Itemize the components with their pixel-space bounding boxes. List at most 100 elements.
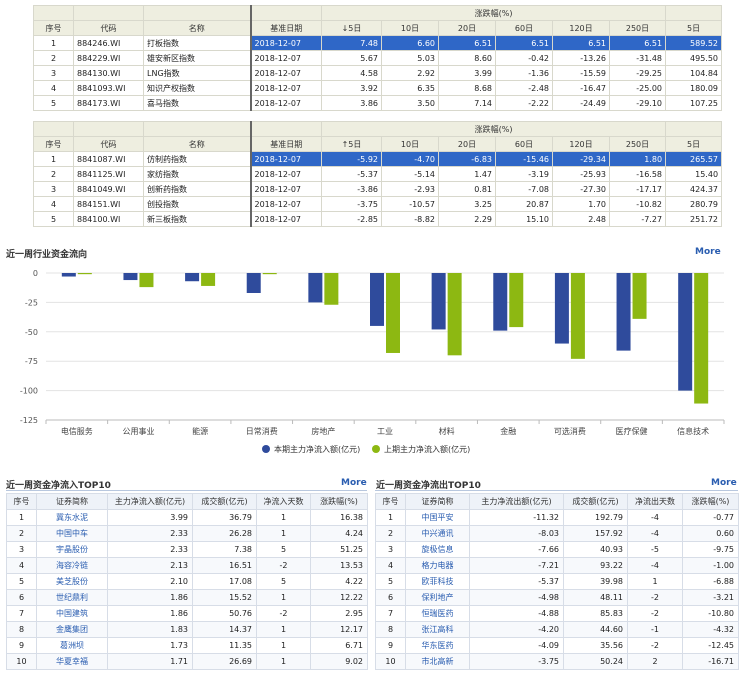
stock-name-link[interactable]: 葛洲坝: [36, 637, 108, 654]
col-10d[interactable]: 10日: [381, 20, 439, 36]
index-row[interactable]: 5 884100.WI 新三板指数 2018-12-07 -2.85 -8.82 2.29 1…: [33, 211, 723, 227]
industry-flow-chart: 0 -25 -50 -75 -100 -125 电信服务 公用事业 能源 日常消费 房地产 工业 材料 金…: [20, 269, 725, 454]
inflow-more-link[interactable]: More: [341, 478, 367, 488]
table-cell: 1: [256, 589, 311, 606]
stock-name-link[interactable]: 中国中车: [36, 525, 108, 542]
cell-rank: 3: [33, 65, 74, 81]
table-cell: 6: [375, 589, 406, 606]
table-cell: -3.75: [469, 653, 564, 670]
outflow-col-header: 净流出天数: [627, 493, 683, 510]
index-row[interactable]: 4 8841093.WI 知识产权指数 2018-12-07 3.92 6.35 8.68-…: [33, 80, 723, 96]
industry-flow-title: 近一周行业资金流向: [6, 250, 88, 260]
table-cell: -4.09: [469, 637, 564, 654]
bar-current: [493, 273, 508, 331]
stock-name-link[interactable]: 旋极信息: [405, 541, 470, 558]
stock-name-link[interactable]: 中兴通讯: [405, 525, 470, 542]
cell-d5b: 107.25: [665, 95, 723, 111]
x-tick-label: 公用事业: [122, 426, 154, 436]
table-row: 2 中兴通讯 -8.03 157.92 -4 0.60: [375, 525, 739, 542]
stock-name-link[interactable]: 格力电器: [405, 557, 470, 574]
stock-name-link[interactable]: 金鹰集团: [36, 621, 108, 638]
stock-name-link[interactable]: 华东医药: [405, 637, 470, 654]
cell-code: 884151.WI: [73, 196, 144, 212]
col-code: 代码: [73, 20, 144, 36]
col-10d[interactable]: 10日: [381, 136, 439, 152]
outflow-more-link[interactable]: More: [711, 478, 737, 488]
cell-name: 知识产权指数: [143, 80, 251, 96]
stock-name-link[interactable]: 海容冷链: [36, 557, 108, 574]
index-row[interactable]: 5 884173.WI 喜马指数 2018-12-07 3.86 3.50 7.14 -2.2…: [33, 95, 723, 111]
stock-name-link[interactable]: 恒瑞医药: [405, 605, 470, 622]
outflow-col-header: 主力净流出额(亿元): [469, 493, 564, 510]
table-row: 7 中国建筑 1.86 50.76 -2 2.95: [6, 605, 368, 622]
table-cell: 17.08: [192, 573, 257, 590]
table-cell: -9.75: [682, 541, 739, 558]
cell-d20: 7.14: [438, 95, 496, 111]
table-cell: 3.99: [107, 509, 193, 526]
cell-name: 仿制药指数: [143, 151, 251, 167]
table-cell: 16.51: [192, 557, 257, 574]
table-cell: 16.38: [310, 509, 368, 526]
col-code: 代码: [73, 136, 144, 152]
cell-d5: 7.48: [321, 35, 382, 51]
index-row[interactable]: 1 8841087.WI 仿制药指数 2018-12-07 -5.92 -4.70 -6.8…: [33, 151, 723, 167]
table-cell: 15.52: [192, 589, 257, 606]
table-cell: 2: [375, 525, 406, 542]
col-20d[interactable]: 20日: [438, 20, 496, 36]
col-5d-b[interactable]: 5日: [665, 20, 723, 36]
inflow-col-header: 净流入天数: [256, 493, 311, 510]
col-5d-sort[interactable]: ↓5日: [321, 20, 382, 36]
stock-name-link[interactable]: 宇晶股份: [36, 541, 108, 558]
table-cell: 26.28: [192, 525, 257, 542]
stock-name-link[interactable]: 欧菲科技: [405, 573, 470, 590]
cell-d250: -29.25: [608, 65, 667, 81]
table-cell: -7.66: [469, 541, 564, 558]
bar-current: [431, 273, 446, 330]
stock-name-link[interactable]: 华夏幸福: [36, 653, 108, 670]
col-20d[interactable]: 20日: [438, 136, 496, 152]
table-cell: -2: [627, 637, 683, 654]
table-cell: 1.71: [107, 653, 193, 670]
table-cell: 7.38: [192, 541, 257, 558]
col-250d[interactable]: 250日: [608, 136, 667, 152]
index-row[interactable]: 3 8841049.WI 创新药指数 2018-12-07 -3.86 -2.93 0.81…: [33, 181, 723, 197]
col-250d[interactable]: 250日: [608, 20, 667, 36]
cell-d5: -3.86: [321, 181, 382, 197]
index-row[interactable]: 2 8841125.WI 家纺指数 2018-12-07 -5.37 -5.14 1.47-…: [33, 166, 723, 182]
stock-name-link[interactable]: 张江高科: [405, 621, 470, 638]
industry-flow-more-link[interactable]: More: [695, 247, 721, 257]
index-row[interactable]: 1 884246.WI 打板指数 2018-12-07 7.48 6.60 6.51 6.51…: [33, 35, 723, 51]
table-cell: 35.56: [563, 637, 628, 654]
stock-name-link[interactable]: 美芝股份: [36, 573, 108, 590]
cell-rank: 3: [33, 181, 74, 197]
stock-name-link[interactable]: 市北高新: [405, 653, 470, 670]
col-5d-b[interactable]: 5日: [665, 136, 723, 152]
stock-name-link[interactable]: 中国建筑: [36, 605, 108, 622]
legend-label: 上期主力净流入额(亿元): [384, 444, 470, 454]
table-cell: 40.93: [563, 541, 628, 558]
x-tick-label: 日常消费: [246, 426, 278, 436]
table-cell: -5: [627, 541, 683, 558]
col-120d[interactable]: 120日: [552, 20, 610, 36]
bar-previous: [632, 273, 647, 319]
table-row: 10 华夏幸福 1.71 26.69 1 9.02: [6, 653, 368, 670]
cell-date: 2018-12-07: [249, 35, 322, 51]
index-row[interactable]: 2 884229.WI 雄安新区指数 2018-12-07 5.67 5.03 8.60 -0…: [33, 50, 723, 66]
bar-previous: [386, 273, 400, 353]
table-row: 3 旋极信息 -7.66 40.93 -5 -9.75: [375, 541, 739, 558]
stock-name-link[interactable]: 冀东水泥: [36, 509, 108, 526]
index-row[interactable]: 4 884151.WI 创投指数 2018-12-07 -3.75 -10.57 3.25 2…: [33, 196, 723, 212]
stock-name-link[interactable]: 世纪鼎利: [36, 589, 108, 606]
col-5d-sort[interactable]: ↑5日: [321, 136, 382, 152]
cell-date: 2018-12-07: [249, 151, 322, 167]
cell-date: 2018-12-07: [249, 80, 322, 96]
col-60d[interactable]: 60日: [495, 136, 553, 152]
stock-name-link[interactable]: 保利地产: [405, 589, 470, 606]
cell-d5b: 495.50: [665, 50, 723, 66]
col-120d[interactable]: 120日: [552, 136, 610, 152]
col-60d[interactable]: 60日: [495, 20, 553, 36]
cell-d250: -17.17: [608, 181, 667, 197]
index-row[interactable]: 3 884130.WI LNG指数 2018-12-07 4.58 2.92 3.99 -1.…: [33, 65, 723, 81]
stock-name-link[interactable]: 中国平安: [405, 509, 470, 526]
cell-d120: 6.51: [552, 35, 610, 51]
